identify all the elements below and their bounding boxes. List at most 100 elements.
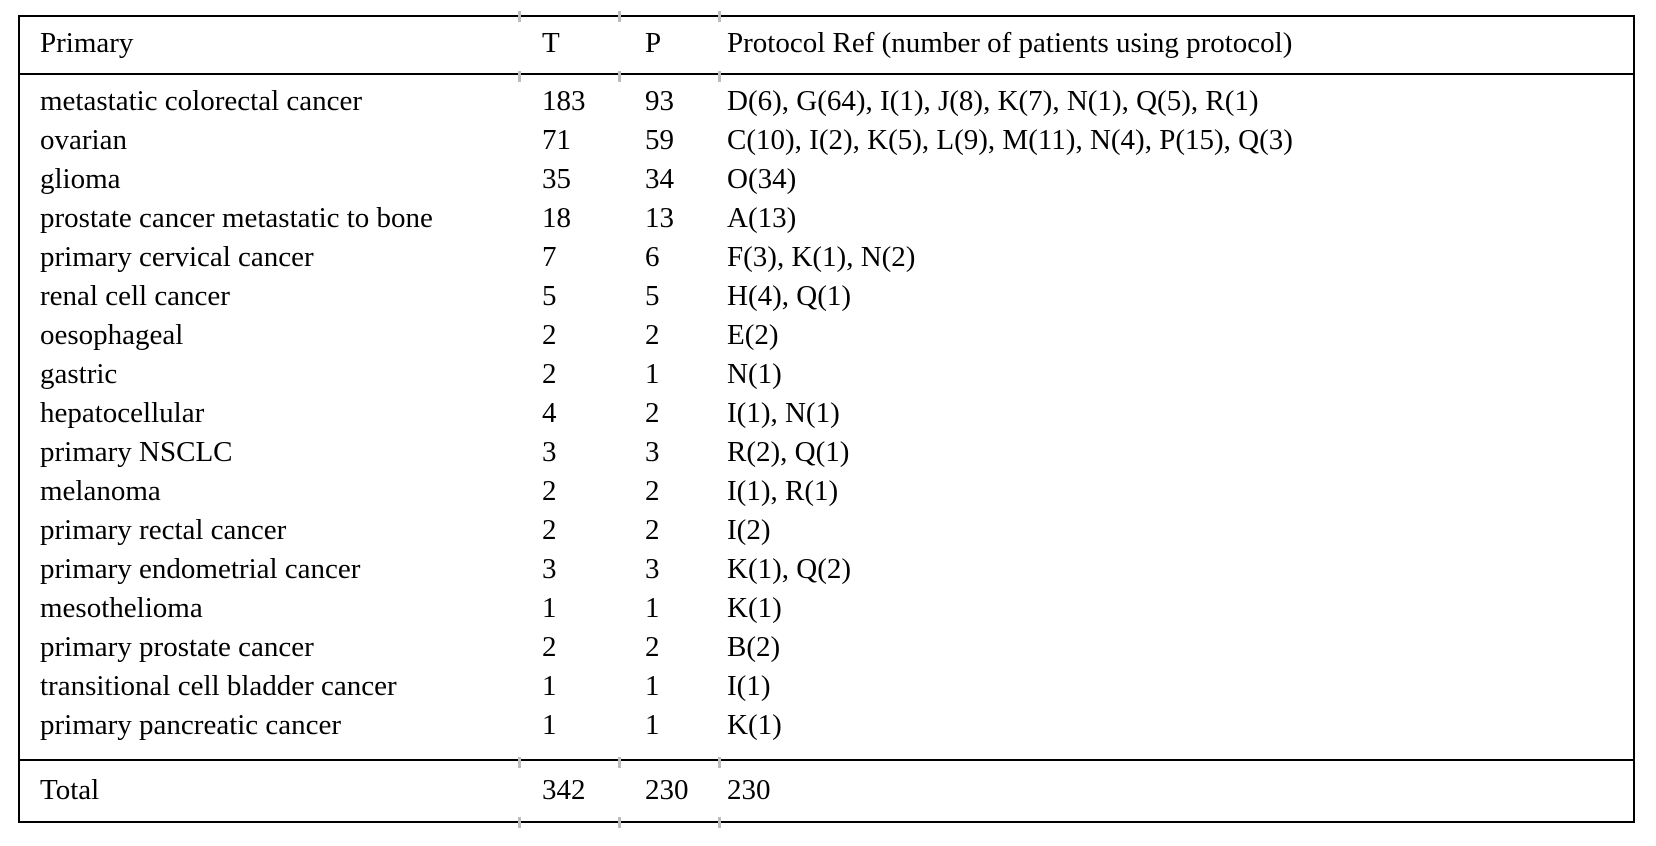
table-row: primary pancreatic cancer 1 1 K(1) [20,706,1633,745]
t-cell: 1 [542,670,557,702]
p-cell: 2 [645,475,660,507]
p-cell: 13 [645,202,674,234]
table-body: metastatic colorectal cancer 183 93 D(6)… [20,75,1633,759]
table-row: primary prostate cancer 2 2 B(2) [20,628,1633,667]
cell-border-artifact [718,71,721,82]
protocol-cell: D(6), G(64), I(1), J(8), K(7), N(1), Q(5… [727,85,1259,117]
table-row: metastatic colorectal cancer 183 93 D(6)… [20,82,1633,121]
column-header-primary: Primary [40,27,134,59]
cell-border-artifact [718,11,721,22]
table-row: oesophageal 2 2 E(2) [20,316,1633,355]
table-row: mesothelioma 1 1 K(1) [20,589,1633,628]
t-cell: 18 [542,202,571,234]
t-cell: 1 [542,592,557,624]
cell-border-artifact [718,817,721,828]
t-cell: 1 [542,709,557,741]
primary-cell: primary prostate cancer [40,631,314,663]
primary-cell: primary pancreatic cancer [40,709,342,741]
protocol-cell: I(1) [727,670,771,702]
cell-border-artifact [618,11,621,22]
primary-cell: oesophageal [40,319,184,351]
table-row: renal cell cancer 5 5 H(4), Q(1) [20,277,1633,316]
primary-cell: primary endometrial cancer [40,553,361,585]
total-protocol-cell: 230 [727,774,771,806]
t-cell: 2 [542,475,557,507]
t-cell: 2 [542,358,557,390]
column-header-p: P [645,27,662,59]
cell-border-artifact [618,71,621,82]
t-cell: 3 [542,436,557,468]
primary-cell: renal cell cancer [40,280,230,312]
primary-cell: metastatic colorectal cancer [40,85,363,117]
primary-cell: gastric [40,358,118,390]
t-cell: 183 [542,85,586,117]
p-cell: 3 [645,436,660,468]
table-row: melanoma 2 2 I(1), R(1) [20,472,1633,511]
total-p-cell: 230 [645,774,689,806]
p-cell: 2 [645,397,660,429]
primary-cell: glioma [40,163,121,195]
t-cell: 2 [542,631,557,663]
protocol-cell: I(1), N(1) [727,397,840,429]
protocol-cell: N(1) [727,358,782,390]
p-cell: 3 [645,553,660,585]
p-cell: 1 [645,670,660,702]
column-header-protocol-ref: Protocol Ref (number of patients using p… [727,27,1293,59]
cell-border-artifact [518,817,521,828]
cell-border-artifact [618,757,621,768]
p-cell: 59 [645,124,674,156]
p-cell: 2 [645,319,660,351]
protocol-cell: K(1) [727,592,782,624]
total-t-cell: 342 [542,774,586,806]
protocol-cell: F(3), K(1), N(2) [727,241,916,273]
p-cell: 5 [645,280,660,312]
p-cell: 34 [645,163,674,195]
t-cell: 2 [542,319,557,351]
primary-cell: primary NSCLC [40,436,233,468]
protocol-cell: R(2), Q(1) [727,436,850,468]
p-cell: 1 [645,592,660,624]
table-row: transitional cell bladder cancer 1 1 I(1… [20,667,1633,706]
cell-border-artifact [718,757,721,768]
cell-border-artifact [518,71,521,82]
protocol-cell: O(34) [727,163,797,195]
t-cell: 7 [542,241,557,273]
table-row: primary rectal cancer 2 2 I(2) [20,511,1633,550]
protocol-cell: E(2) [727,319,779,351]
total-label: Total [40,774,100,806]
t-cell: 4 [542,397,557,429]
t-cell: 3 [542,553,557,585]
primary-cell: transitional cell bladder cancer [40,670,397,702]
protocol-cell: I(2) [727,514,771,546]
p-cell: 1 [645,709,660,741]
t-cell: 71 [542,124,571,156]
table-row: primary cervical cancer 7 6 F(3), K(1), … [20,238,1633,277]
protocol-cell: A(13) [727,202,797,234]
protocol-cell: B(2) [727,631,781,663]
protocol-cell: I(1), R(1) [727,475,839,507]
table-row: glioma 35 34 O(34) [20,160,1633,199]
table-row: gastric 2 1 N(1) [20,355,1633,394]
cell-border-artifact [518,757,521,768]
table-row: primary endometrial cancer 3 3 K(1), Q(2… [20,550,1633,589]
primary-cell: mesothelioma [40,592,203,624]
p-cell: 6 [645,241,660,273]
p-cell: 2 [645,631,660,663]
table-header-row: Primary T P Protocol Ref (number of pati… [20,17,1633,75]
table-row: primary NSCLC 3 3 R(2), Q(1) [20,433,1633,472]
table-row: hepatocellular 4 2 I(1), N(1) [20,394,1633,433]
primary-cell: primary rectal cancer [40,514,287,546]
cell-border-artifact [518,11,521,22]
primary-cell: primary cervical cancer [40,241,314,273]
p-cell: 1 [645,358,660,390]
primary-cell: melanoma [40,475,161,507]
p-cell: 93 [645,85,674,117]
protocol-cell: K(1) [727,709,782,741]
t-cell: 5 [542,280,557,312]
column-header-t: T [542,27,560,59]
primary-tumour-protocol-table: Primary T P Protocol Ref (number of pati… [18,15,1635,823]
protocol-cell: H(4), Q(1) [727,280,852,312]
protocol-cell: K(1), Q(2) [727,553,852,585]
table-total-row: Total 342 230 230 [20,759,1633,829]
